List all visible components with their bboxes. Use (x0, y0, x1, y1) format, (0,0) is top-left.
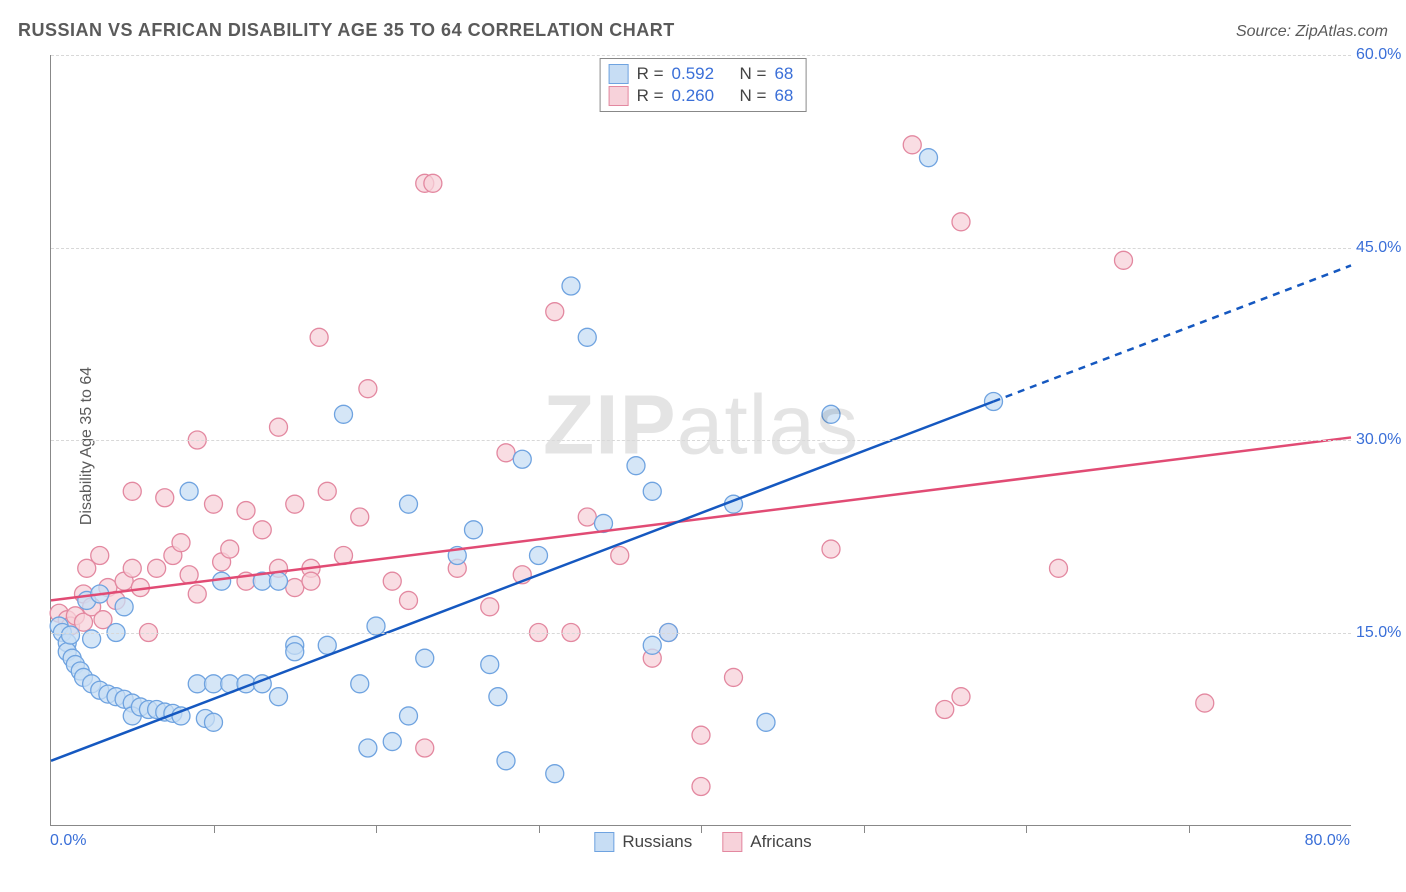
data-point (400, 591, 418, 609)
data-point (692, 726, 710, 744)
chart-title: RUSSIAN VS AFRICAN DISABILITY AGE 35 TO … (18, 20, 675, 41)
swatch-africans-icon (722, 832, 742, 852)
data-point (481, 656, 499, 674)
stats-row-africans: R = 0.260 N = 68 (609, 85, 794, 107)
y-tick-label: 30.0% (1356, 431, 1406, 449)
data-point (920, 149, 938, 167)
data-point (310, 328, 328, 346)
data-point (383, 572, 401, 590)
data-point (903, 136, 921, 154)
data-point (400, 707, 418, 725)
data-point (188, 585, 206, 603)
data-point (936, 701, 954, 719)
data-point (1196, 694, 1214, 712)
data-point (562, 277, 580, 295)
trendline-russians-extrapolated (994, 265, 1352, 401)
plot-area: ZIPatlas 15.0%30.0%45.0%60.0% (50, 55, 1351, 826)
data-point (359, 739, 377, 757)
data-point (643, 636, 661, 654)
data-point (822, 540, 840, 558)
data-point (286, 495, 304, 513)
series-legend: Russians Africans (594, 832, 811, 852)
data-point (424, 174, 442, 192)
gridline (51, 248, 1351, 249)
data-point (253, 521, 271, 539)
data-point (383, 733, 401, 751)
gridline (51, 55, 1351, 56)
data-point (123, 559, 141, 577)
y-tick-label: 45.0% (1356, 239, 1406, 257)
stats-legend: R = 0.592 N = 68 R = 0.260 N = 68 (600, 58, 807, 112)
data-point (725, 668, 743, 686)
data-point (91, 547, 109, 565)
data-point (400, 495, 418, 513)
data-point (416, 739, 434, 757)
data-point (952, 688, 970, 706)
legend-item-africans: Africans (722, 832, 811, 852)
gridline (51, 633, 1351, 634)
swatch-russians-icon (609, 64, 629, 84)
data-point (611, 547, 629, 565)
data-point (237, 502, 255, 520)
data-point (335, 405, 353, 423)
data-point (546, 765, 564, 783)
data-point (627, 457, 645, 475)
data-point (465, 521, 483, 539)
stats-row-russians: R = 0.592 N = 68 (609, 63, 794, 85)
data-point (123, 482, 141, 500)
data-point (481, 598, 499, 616)
data-point (351, 675, 369, 693)
data-point (172, 534, 190, 552)
swatch-africans-icon (609, 86, 629, 106)
data-point (156, 489, 174, 507)
data-point (497, 444, 515, 462)
data-point (205, 713, 223, 731)
swatch-russians-icon (594, 832, 614, 852)
gridline (51, 440, 1351, 441)
data-point (489, 688, 507, 706)
data-point (351, 508, 369, 526)
data-point (180, 566, 198, 584)
data-point (270, 418, 288, 436)
data-point (822, 405, 840, 423)
data-point (1050, 559, 1068, 577)
data-point (205, 675, 223, 693)
data-point (578, 328, 596, 346)
data-point (416, 649, 434, 667)
data-point (286, 579, 304, 597)
data-point (115, 598, 133, 616)
data-point (188, 675, 206, 693)
y-tick-label: 60.0% (1356, 46, 1406, 64)
data-point (148, 559, 166, 577)
source-citation: Source: ZipAtlas.com (1236, 23, 1388, 41)
data-point (205, 495, 223, 513)
data-point (221, 540, 239, 558)
data-point (530, 547, 548, 565)
y-tick-label: 15.0% (1356, 624, 1406, 642)
data-point (318, 482, 336, 500)
data-point (270, 688, 288, 706)
data-point (952, 213, 970, 231)
data-point (318, 636, 336, 654)
data-point (62, 626, 80, 644)
data-point (270, 572, 288, 590)
x-end-label: 80.0% (1305, 832, 1350, 850)
data-point (546, 303, 564, 321)
data-point (643, 482, 661, 500)
data-point (286, 643, 304, 661)
data-point (692, 778, 710, 796)
data-point (757, 713, 775, 731)
data-point (302, 572, 320, 590)
data-point (513, 450, 531, 468)
data-point (180, 482, 198, 500)
data-point (213, 572, 231, 590)
data-point (1115, 251, 1133, 269)
chart-header: RUSSIAN VS AFRICAN DISABILITY AGE 35 TO … (18, 20, 1388, 41)
legend-item-russians: Russians (594, 832, 692, 852)
data-point (497, 752, 515, 770)
x-start-label: 0.0% (50, 832, 86, 850)
data-point (578, 508, 596, 526)
data-point (359, 380, 377, 398)
